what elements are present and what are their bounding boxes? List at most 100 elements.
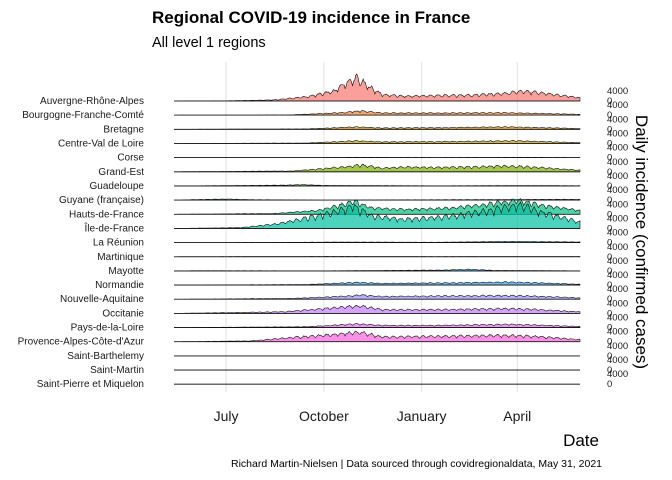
x-tick-label-1: October	[299, 408, 349, 424]
y-tick-zero-14: 0	[607, 294, 612, 305]
y-tick-max-15: 4000	[607, 298, 628, 309]
y-tick-max-10: 4000	[607, 228, 628, 239]
y-tick-zero-18: 0	[607, 351, 612, 362]
y-tick-zero-2: 0	[607, 124, 612, 135]
region-label-4: Corse	[117, 153, 144, 164]
y-tick-max-18: 4000	[607, 341, 628, 352]
region-label-8: Hauts-de-France	[69, 209, 144, 220]
y-tick-max-12: 4000	[607, 256, 628, 267]
region-label-20: Saint-Pierre et Miquelon	[37, 379, 144, 390]
region-label-9: Île-de-France	[84, 221, 145, 234]
y-tick-max-9: 4000	[607, 213, 628, 224]
y-tick-zero-0: 0	[607, 96, 612, 107]
region-label-6: Guadeloupe	[90, 181, 145, 192]
y-tick-max-8: 4000	[607, 199, 628, 210]
y-tick-zero-17: 0	[607, 337, 612, 348]
x-tick-label-3: April	[503, 408, 531, 424]
y-tick-zero-19: 0	[607, 365, 612, 376]
y-tick-max-3: 4000	[607, 128, 628, 139]
y-tick-max-13: 4000	[607, 270, 628, 281]
region-label-15: Occitanie	[102, 308, 144, 319]
ridge-area-16	[174, 323, 581, 328]
y-tick-zero-16: 0	[607, 323, 612, 334]
region-label-10: La Réunion	[93, 238, 144, 249]
y-tick-zero-3: 0	[607, 138, 612, 149]
ridge-area-0	[174, 73, 581, 102]
chart-subtitle: All level 1 regions	[152, 35, 266, 51]
y-tick-max-5: 4000	[607, 157, 628, 168]
region-label-19: Saint-Martin	[90, 365, 144, 376]
ridge-area-17	[174, 330, 581, 342]
y-tick-zero-5: 0	[607, 167, 612, 178]
region-label-12: Mayotte	[108, 266, 144, 277]
y-tick-zero-4: 0	[607, 153, 612, 164]
y-tick-zero-11: 0	[607, 252, 612, 263]
region-label-0: Auvergne-Rhône-Alpes	[40, 96, 144, 107]
ridge-area-13	[174, 281, 581, 286]
y-tick-max-11: 4000	[607, 242, 628, 253]
y-tick-max-0: 4000	[607, 86, 628, 97]
x-tick-label-0: July	[214, 408, 239, 424]
ridge-area-1	[174, 110, 581, 116]
region-label-7: Guyane (française)	[59, 195, 144, 206]
region-label-13: Normandie	[95, 280, 144, 291]
x-axis-ticks: July October January April	[214, 408, 532, 424]
ridge-area-9	[174, 201, 581, 229]
ridgeline-rows: Auvergne-Rhône-Alpes 04000Bourgogne-Franc…	[18, 73, 629, 390]
y-tick-zero-15: 0	[607, 308, 612, 319]
y-tick-zero-7: 0	[607, 195, 612, 206]
chart-caption: Richard Martin-Nielsen | Data sourced th…	[230, 458, 602, 470]
y-tick-max-19: 4000	[607, 355, 628, 366]
region-label-14: Nouvelle-Aquitaine	[60, 294, 144, 305]
y-tick-zero-9: 0	[607, 223, 612, 234]
ridge-area-8	[174, 198, 581, 215]
y-tick-max-17: 4000	[607, 327, 628, 338]
y-tick-max-20: 4000	[607, 369, 628, 380]
y-tick-zero-12: 0	[607, 266, 612, 277]
y-tick-max-2: 4000	[607, 114, 628, 125]
y-tick-zero-13: 0	[607, 280, 612, 291]
y-tick-zero-10: 0	[607, 238, 612, 249]
y-axis-title: Daily incidence (confirmed cases)	[632, 115, 651, 369]
y-tick-max-14: 4000	[607, 284, 628, 295]
region-label-3: Centre-Val de Loire	[58, 138, 144, 149]
region-label-5: Grand-Est	[98, 167, 144, 178]
region-label-2: Bretagne	[103, 124, 144, 135]
region-label-16: Pays-de-la-Loire	[71, 323, 145, 334]
y-tick-zero-6: 0	[607, 181, 612, 192]
region-label-18: Saint-Barthelemy	[67, 351, 144, 362]
ridge-area-15	[174, 304, 581, 314]
chart-title: Regional COVID-19 incidence in France	[152, 8, 471, 27]
y-tick-zero-1: 0	[607, 110, 612, 121]
region-label-17: Provence-Alpes-Côte-d'Azur	[18, 337, 145, 348]
ridge-area-2	[174, 126, 581, 130]
y-tick-zero-20: 0	[607, 379, 612, 390]
ridge-area-3	[174, 139, 581, 144]
y-tick-max-1: 4000	[607, 100, 628, 111]
region-label-1: Bourgogne-Franche-Comté	[22, 110, 144, 121]
ridge-area-14	[174, 294, 581, 300]
region-label-11: Martinique	[97, 252, 144, 263]
x-tick-label-2: January	[397, 408, 447, 424]
ridge-area-5	[174, 163, 581, 173]
y-tick-max-6: 4000	[607, 171, 628, 182]
